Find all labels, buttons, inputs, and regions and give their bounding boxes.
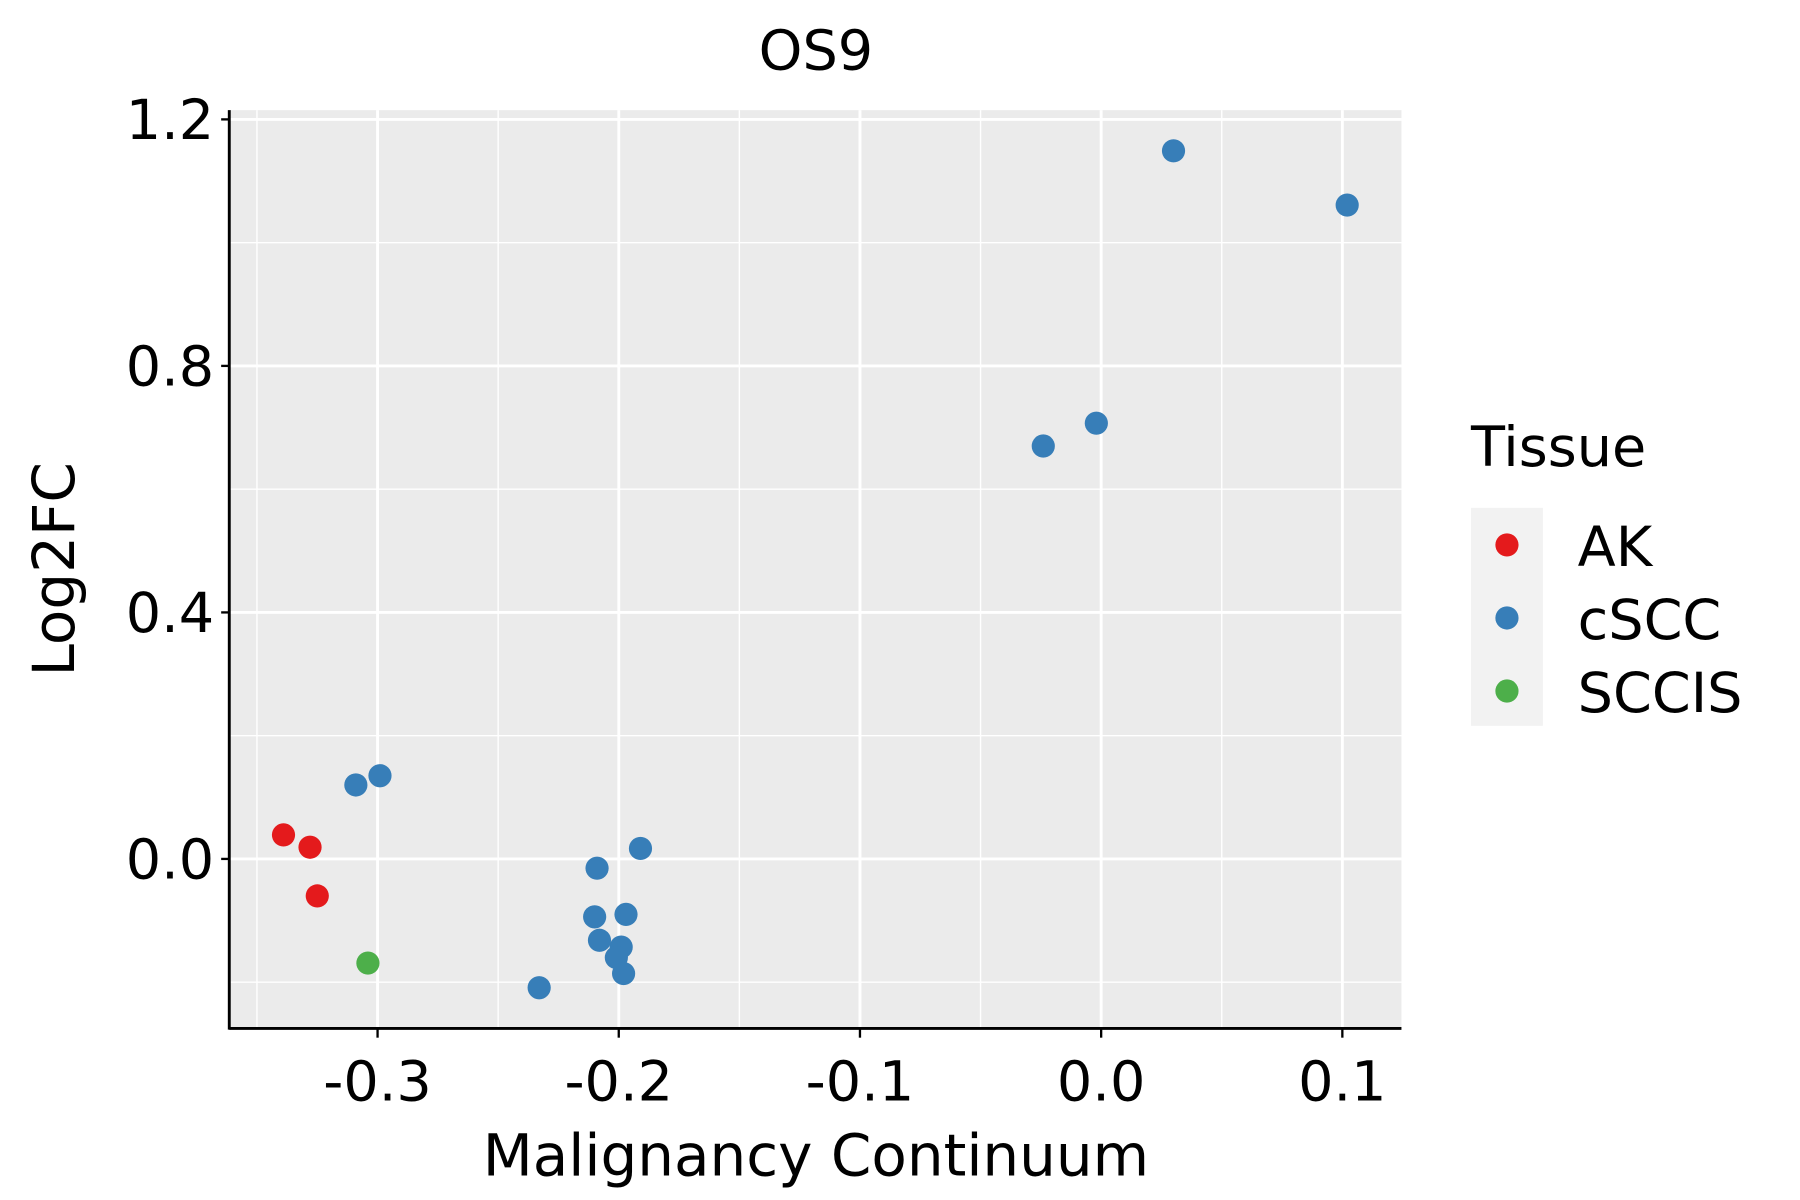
- legend-key-ak: [1495, 533, 1519, 557]
- y-tick-label: 0.0: [126, 828, 214, 893]
- legend-key-sccis: [1495, 679, 1519, 703]
- data-point-cscc: [628, 836, 653, 861]
- data-point-cscc: [1031, 434, 1055, 458]
- data-point-cscc: [368, 764, 392, 788]
- panel-background: [230, 110, 1402, 1029]
- data-point-cscc: [611, 961, 636, 986]
- data-point-cscc: [527, 976, 551, 1000]
- legend: Tissue AK cSCC SCCIS: [1470, 415, 1742, 726]
- data-point-cscc: [587, 928, 612, 952]
- ticks: -0.3 -0.2 -0.1 0.0 0.1 0.0 0.4 0.8 1.2: [126, 88, 1387, 1114]
- data-point-cscc: [1161, 139, 1186, 163]
- data-point-cscc: [614, 902, 638, 926]
- data-point-cscc: [585, 856, 609, 880]
- y-tick-label: 0.8: [126, 335, 214, 400]
- grid: [230, 110, 1402, 1029]
- y-axis-label: Log2FC: [20, 462, 88, 676]
- data-point-cscc: [583, 905, 607, 929]
- y-tick-label: 1.2: [126, 88, 214, 153]
- chart-title: OS9: [759, 19, 874, 84]
- x-tick-label: 0.0: [1057, 1049, 1146, 1114]
- data-point-sccis: [356, 951, 380, 975]
- legend-title: Tissue: [1470, 415, 1646, 480]
- data-point-ak: [305, 884, 329, 908]
- points: [271, 139, 1359, 1000]
- x-tick-label: -0.2: [564, 1049, 673, 1114]
- legend-label-cscc: cSCC: [1578, 588, 1722, 653]
- data-point-ak: [271, 823, 296, 847]
- data-point-cscc: [1084, 411, 1108, 435]
- x-tick-label: -0.1: [806, 1049, 915, 1114]
- x-tick-label: 0.1: [1298, 1049, 1387, 1114]
- x-tick-label: -0.3: [323, 1049, 432, 1114]
- y-tick-label: 0.4: [126, 581, 214, 646]
- legend-label-sccis: SCCIS: [1578, 661, 1743, 726]
- legend-label-ak: AK: [1578, 515, 1654, 580]
- data-point-ak: [298, 835, 322, 859]
- data-point-cscc: [344, 773, 368, 797]
- legend-key-cscc: [1495, 606, 1519, 630]
- data-point-cscc: [1335, 193, 1359, 217]
- x-axis-label: Malignancy Continuum: [483, 1122, 1149, 1190]
